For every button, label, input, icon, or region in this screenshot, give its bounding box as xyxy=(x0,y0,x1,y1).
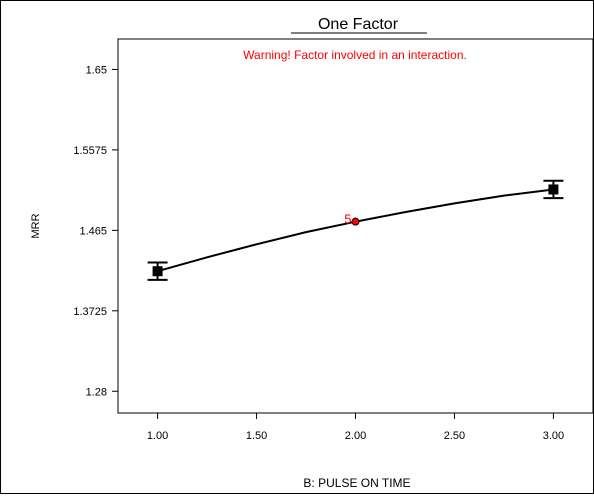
x-tick-label: 1.50 xyxy=(246,430,267,442)
x-tick-label: 3.00 xyxy=(543,430,564,442)
series-layer: 5 xyxy=(147,179,564,281)
chart-title: One Factor xyxy=(318,16,399,33)
y-tick-label: 1.465 xyxy=(79,225,107,237)
y-tick-label: 1.28 xyxy=(86,386,107,398)
y-tick-label: 1.5575 xyxy=(73,145,107,157)
x-tick-label: 2.00 xyxy=(345,430,366,442)
effect-line xyxy=(157,188,554,273)
plot-area xyxy=(117,38,594,414)
x-axis: 1.00 1.50 2.00 2.50 3.00 xyxy=(147,413,564,442)
x-tick-label: 1.00 xyxy=(147,430,168,442)
design-point-marker xyxy=(548,184,559,195)
y-tick-label: 1.65 xyxy=(86,64,107,76)
center-point-marker xyxy=(351,217,360,226)
y-axis: 1.28 1.3725 1.465 1.5575 1.65 xyxy=(73,64,118,398)
y-tick-label: 1.3725 xyxy=(73,306,107,318)
design-point-marker xyxy=(152,266,163,277)
y-axis-label: MRR xyxy=(30,213,42,238)
x-tick-label: 2.50 xyxy=(444,430,465,442)
center-point-count-label: 5 xyxy=(344,212,351,227)
interaction-warning: Warning! Factor involved in an interacti… xyxy=(243,48,467,62)
x-axis-label: B: PULSE ON TIME xyxy=(303,476,410,490)
